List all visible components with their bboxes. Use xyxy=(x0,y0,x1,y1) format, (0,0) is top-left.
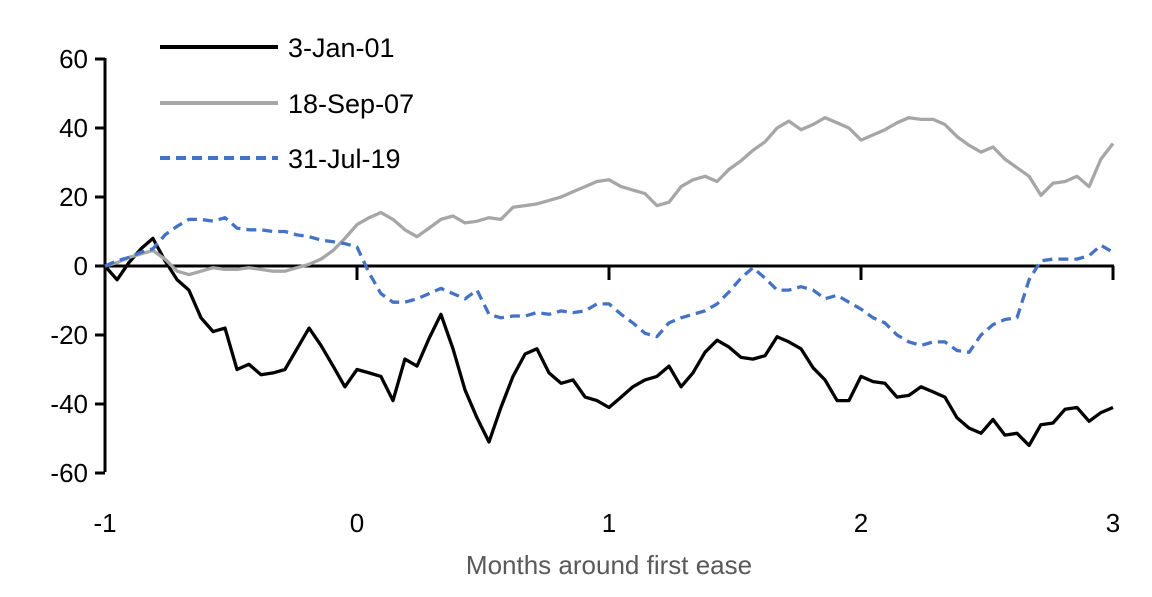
y-tick-label: 0 xyxy=(74,251,88,281)
x-axis-labels: -1 0 1 2 3 xyxy=(93,508,1120,538)
series-lines xyxy=(103,116,1115,448)
legend-label-jul19: 31-Jul-19 xyxy=(288,144,401,174)
legend-label-sep07: 18-Sep-07 xyxy=(288,89,414,119)
y-axis-ticks xyxy=(95,57,105,475)
series-line-31-Jul-19 xyxy=(104,216,1114,354)
x-tick-label: 0 xyxy=(350,508,364,538)
x-axis: -1 0 1 2 3 Months around first ease xyxy=(93,264,1120,580)
y-axis: 60 40 20 0 -20 -40 -60 xyxy=(50,44,107,488)
x-tick-label: 3 xyxy=(1106,508,1120,538)
y-tick-label: 20 xyxy=(59,182,88,212)
x-tick-label: 1 xyxy=(602,508,616,538)
y-tick-label: -60 xyxy=(50,458,88,488)
x-tick-label: -1 xyxy=(93,508,116,538)
series-line-3-Jan-01 xyxy=(103,236,1114,448)
series-line-18-Sep-07 xyxy=(104,116,1115,277)
y-axis-labels: 60 40 20 0 -20 -40 -60 xyxy=(50,44,88,488)
y-tick-label: 40 xyxy=(59,113,88,143)
y-tick-label: -20 xyxy=(50,320,88,350)
y-tick-label: -40 xyxy=(50,389,88,419)
legend: 3-Jan-01 18-Sep-07 31-Jul-19 xyxy=(160,33,414,174)
x-tick-label: 2 xyxy=(854,508,868,538)
x-axis-title: Months around first ease xyxy=(466,550,752,580)
y-tick-label: 60 xyxy=(59,44,88,74)
x-axis-ticks xyxy=(355,266,1115,280)
legend-label-jan01: 3-Jan-01 xyxy=(288,33,395,63)
